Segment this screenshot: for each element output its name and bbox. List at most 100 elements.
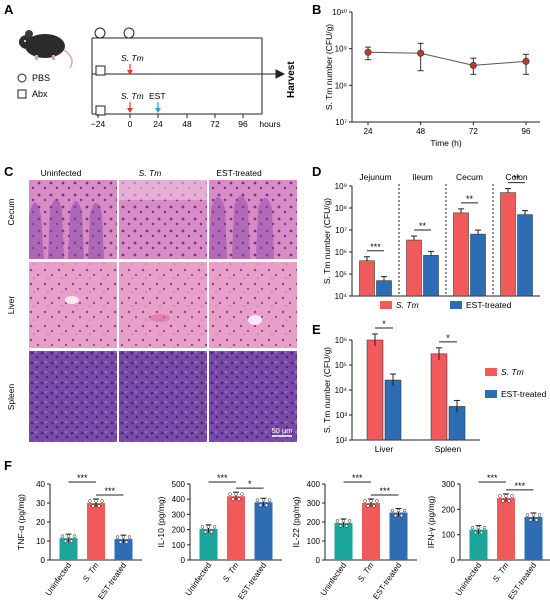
- y-axis-label: TNF-α (pg/mg): [16, 494, 26, 550]
- y-tick-label: 10⁸: [335, 204, 347, 213]
- data-point: [528, 518, 533, 522]
- timeline-tick-label: 48: [182, 119, 192, 129]
- y-tick-label: 100: [442, 531, 456, 540]
- data-point: [127, 535, 132, 539]
- data-point: [507, 499, 511, 503]
- panel-label-f: F: [4, 458, 12, 473]
- category-label: Spleen: [435, 444, 462, 454]
- data-point: [341, 519, 346, 523]
- data-point: [228, 492, 232, 496]
- stm-label: S. Tm: [121, 53, 144, 63]
- data-point: [66, 534, 71, 538]
- histology-image: [209, 262, 297, 348]
- histology-vessel: [65, 296, 79, 304]
- y-tick-label: 10⁴: [335, 386, 348, 395]
- histology-image: [119, 351, 207, 442]
- data-point: [396, 508, 401, 513]
- data-point: [124, 540, 129, 544]
- data-point: [100, 499, 104, 503]
- data-point: [88, 499, 92, 503]
- histology-image: [209, 351, 297, 442]
- significance-label: ***: [104, 486, 115, 496]
- data-point: [267, 498, 272, 502]
- category-label: Uninfected: [319, 561, 348, 597]
- y-tick-label: 10³: [335, 411, 347, 420]
- legend-swatch: [485, 368, 497, 376]
- significance-label: *: [446, 333, 450, 343]
- significance-label: **: [419, 221, 427, 231]
- timeline-tick-label: 24: [153, 119, 163, 129]
- bar: [59, 538, 78, 560]
- y-tick-label: 400: [307, 480, 321, 489]
- y-tick-label: 10⁵: [335, 270, 347, 279]
- series-line: [367, 51, 527, 66]
- timeline-tick-label: 96: [238, 119, 248, 129]
- abx-square-icon: [95, 65, 106, 76]
- x-tick-label: 48: [416, 127, 425, 136]
- y-tick-label: 10: [36, 537, 45, 546]
- est-arrow-head-icon: [155, 108, 161, 113]
- data-point: [501, 499, 505, 503]
- timeline-tick-label: −24: [91, 119, 106, 129]
- timeline-tick-label: 0: [128, 119, 133, 129]
- data-point: [206, 525, 211, 529]
- y-axis-label: IL-22 (pg/mg): [291, 496, 301, 547]
- y-tick-label: 10⁹: [335, 182, 347, 191]
- data-point: [72, 534, 77, 538]
- data-point: [366, 504, 370, 508]
- data-point: [94, 499, 98, 503]
- histology-image: [119, 262, 207, 348]
- category-label: EST-treated: [236, 561, 268, 601]
- data-point: [200, 525, 205, 529]
- category-label: Jejunum: [359, 172, 391, 182]
- x-tick-label: 24: [364, 127, 373, 136]
- data-point: [363, 499, 367, 503]
- stm-label: S. Tm: [121, 91, 144, 101]
- significance-label: *: [382, 319, 386, 329]
- data-point: [60, 534, 65, 538]
- data-point: [255, 498, 260, 502]
- data-point: [258, 503, 263, 507]
- row-label: Cecum: [6, 199, 16, 226]
- timeline: [91, 37, 286, 115]
- significance-label: *: [248, 479, 252, 489]
- legend-swatch: [380, 301, 392, 309]
- data-point: [534, 518, 539, 522]
- legend-swatch: [450, 301, 462, 309]
- bar: [359, 260, 375, 297]
- histology-vessel: [248, 315, 262, 325]
- data-point: [525, 513, 530, 517]
- timeline-tick-label: 72: [210, 119, 220, 129]
- data-point: [234, 492, 238, 496]
- bar: [497, 497, 515, 560]
- category-label: Colon: [505, 172, 527, 182]
- data-point: [347, 519, 352, 523]
- data-point: [91, 504, 95, 508]
- panel-label-d: D: [312, 164, 321, 179]
- bar: [389, 512, 408, 560]
- data-point: [369, 499, 373, 503]
- y-tick-label: 200: [442, 505, 456, 514]
- data-point: [335, 519, 340, 523]
- data-point: [504, 494, 508, 498]
- y-tick-label: 10⁵: [335, 361, 347, 370]
- data-point: [372, 504, 376, 508]
- y-axis-label: S. Tm number (CFU/g): [322, 347, 332, 433]
- bar: [524, 516, 543, 560]
- y-tick-label: 10⁸: [335, 81, 347, 90]
- histology-image: [29, 262, 117, 348]
- y-tick-label: 10⁷: [335, 226, 347, 235]
- category-label: EST-treated: [506, 561, 538, 601]
- timeline-unit: hours: [259, 119, 280, 129]
- significance-label: **: [466, 194, 474, 204]
- data-point: [338, 524, 343, 528]
- legend-label: S. Tm: [396, 300, 419, 310]
- category-label: Uninfected: [184, 561, 213, 597]
- bar: [469, 529, 488, 560]
- data-point: [399, 513, 404, 518]
- legend-abx-square-icon: [17, 89, 27, 99]
- data-point: [237, 497, 241, 501]
- data-point: [537, 513, 542, 517]
- bar: [500, 192, 516, 297]
